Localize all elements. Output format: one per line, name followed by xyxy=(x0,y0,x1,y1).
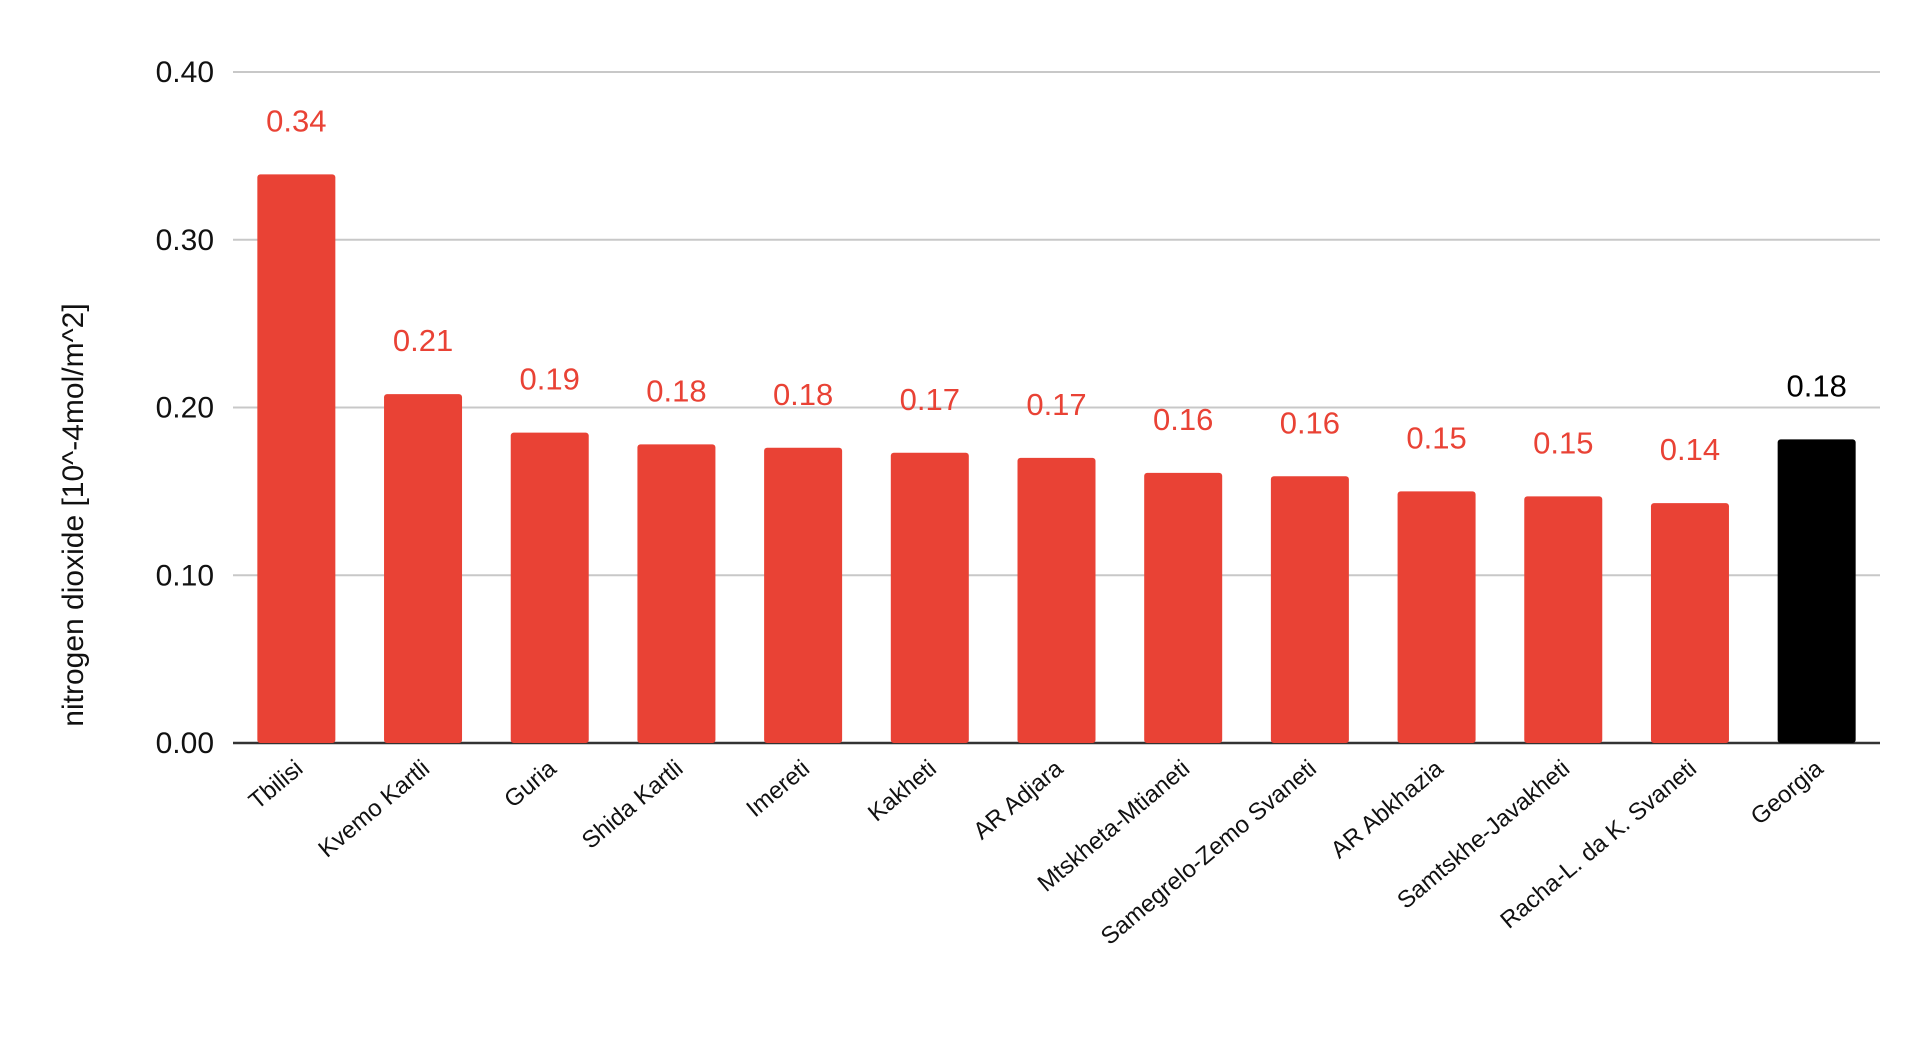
bar xyxy=(1524,496,1603,743)
bar xyxy=(384,394,463,743)
data-label: 0.21 xyxy=(393,323,453,358)
x-tick-label: AR Abkhazia xyxy=(1326,754,1449,863)
x-tick-label: Samegrelo-Zemo Svaneti xyxy=(1096,755,1322,951)
data-label: 0.19 xyxy=(520,362,580,397)
x-tick-label: Kvemo Kartli xyxy=(313,755,435,863)
bar xyxy=(1270,476,1349,743)
y-tick-label: 0.30 xyxy=(156,224,214,257)
y-tick-label: 0.40 xyxy=(156,56,214,89)
data-label: 0.17 xyxy=(900,382,960,417)
data-label: 0.17 xyxy=(1026,387,1086,422)
x-tick-label: Kakheti xyxy=(863,755,942,827)
bar xyxy=(1777,439,1856,743)
bar xyxy=(510,432,589,743)
x-tick-label: AR Adjara xyxy=(968,754,1069,845)
bar xyxy=(1017,457,1096,743)
data-labels: 0.34 0.21 0.19 0.18 0.18 0.17 0.17 0.16 0.16 0.15… xyxy=(266,103,1847,467)
bar xyxy=(764,447,843,743)
bar xyxy=(257,174,336,743)
bars xyxy=(257,174,1856,743)
data-label: 0.18 xyxy=(773,377,833,412)
y-tick-label: 0.00 xyxy=(156,727,214,760)
x-tick-label: Shida Kartli xyxy=(577,755,688,855)
y-tick-label: 0.10 xyxy=(156,559,214,592)
data-label: 0.14 xyxy=(1660,432,1720,467)
data-label: 0.16 xyxy=(1280,405,1340,440)
y-axis-title: nitrogen dioxide [10^-4mol/m^2] xyxy=(57,303,90,726)
data-label: 0.15 xyxy=(1533,425,1593,460)
bar xyxy=(1397,491,1476,743)
x-tick-label: Georgia xyxy=(1746,754,1829,830)
bar xyxy=(890,452,969,743)
x-tick-label: Guria xyxy=(499,754,562,813)
x-tick-label: Tbilisi xyxy=(244,755,308,815)
data-label: 0.18 xyxy=(646,373,706,408)
data-label: 0.16 xyxy=(1153,402,1213,437)
data-label: 0.18 xyxy=(1786,368,1846,403)
x-tick-label: Imereti xyxy=(741,755,815,823)
bar xyxy=(1144,472,1223,743)
y-tick-label: 0.20 xyxy=(156,392,214,425)
bar xyxy=(637,444,716,743)
x-axis-ticks: Tbilisi Kvemo Kartli Guria Shida Kartli Imer… xyxy=(244,754,1829,950)
bar xyxy=(1650,503,1729,743)
data-label: 0.15 xyxy=(1406,420,1466,455)
data-label: 0.34 xyxy=(266,103,326,138)
y-axis-ticks: 0.00 0.10 0.20 0.30 0.40 xyxy=(156,56,214,760)
